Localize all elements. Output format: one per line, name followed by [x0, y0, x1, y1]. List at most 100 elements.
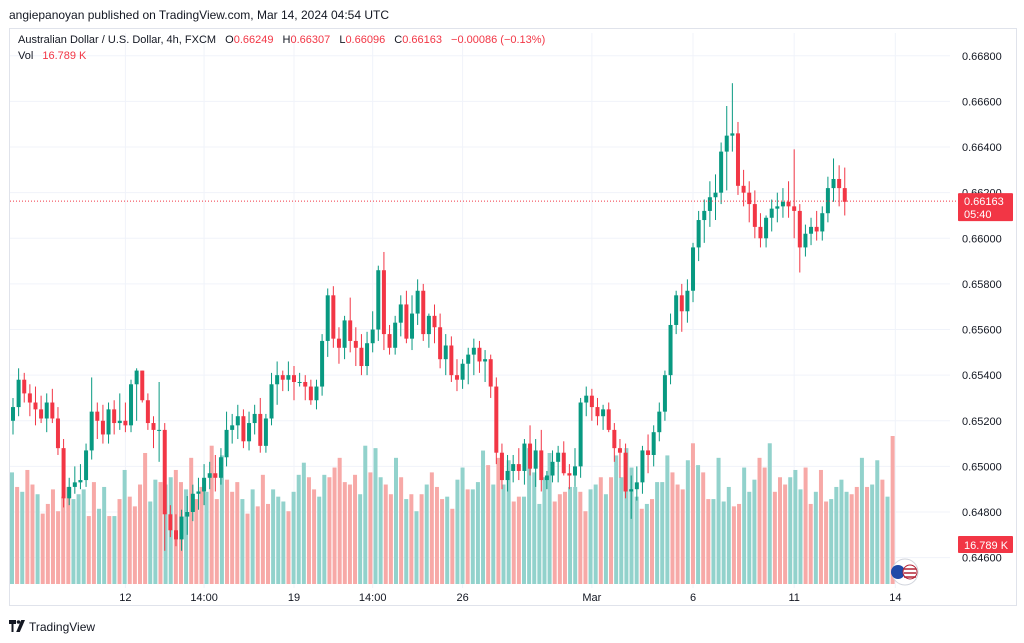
volume-bar: [849, 494, 854, 584]
candle-body: [505, 470, 510, 481]
volume-bar: [491, 484, 496, 584]
candle: [747, 181, 752, 223]
candle-body: [72, 482, 77, 487]
candle: [612, 423, 617, 462]
candle-body: [735, 133, 740, 186]
volume-bar: [634, 496, 639, 584]
volume-bar: [209, 445, 214, 584]
candle: [140, 370, 145, 403]
chart-frame[interactable]: [9, 28, 1017, 606]
candle: [505, 454, 510, 492]
volume-bar: [245, 513, 250, 584]
volume-bar: [583, 511, 588, 584]
volume-bar: [107, 516, 112, 584]
candle: [325, 288, 330, 357]
candle: [696, 210, 701, 262]
candle-body: [623, 452, 628, 492]
candle: [342, 315, 347, 360]
volume-bar: [506, 460, 511, 584]
candle-body: [612, 429, 617, 449]
candle: [809, 217, 814, 246]
candle: [814, 210, 819, 241]
candle: [365, 331, 370, 376]
volume-bar: [15, 486, 20, 584]
volume-value-text: 16.789 K: [964, 540, 1009, 552]
candle: [218, 448, 223, 485]
symbol-legend: Australian Dollar / U.S. Dollar, 4h, FXC…: [18, 34, 545, 46]
candle: [235, 404, 240, 440]
volume-bar: [624, 448, 629, 584]
volume-bar: [219, 455, 224, 584]
candle: [634, 466, 639, 501]
candle-body: [831, 178, 836, 189]
volume-bar: [824, 501, 829, 584]
volume-bar: [880, 479, 885, 584]
volume-bar: [829, 499, 834, 584]
volume-bar: [706, 499, 711, 584]
candle-body: [460, 363, 465, 380]
candle-body: [561, 452, 566, 474]
candle: [112, 400, 117, 435]
volume-bar: [414, 511, 419, 584]
candle: [764, 215, 769, 248]
volume-bar: [757, 457, 762, 584]
volume-bar: [870, 484, 875, 584]
candle: [584, 386, 589, 417]
tradingview-logo-icon[interactable]: [9, 620, 25, 632]
volume-bar: [388, 494, 393, 584]
volume-bar: [532, 472, 537, 584]
volume-bar: [450, 508, 455, 584]
candle-body: [780, 201, 785, 207]
volume-bar: [225, 479, 230, 584]
volume-bar: [10, 472, 14, 584]
volume-bar: [839, 479, 844, 584]
candle-body: [634, 482, 639, 490]
candle: [129, 379, 134, 433]
candle-body: [39, 409, 44, 419]
volume-bar: [603, 494, 608, 584]
candle-body: [387, 334, 392, 348]
candle-body: [348, 320, 353, 341]
candle-body: [61, 448, 66, 499]
candle-body: [297, 381, 302, 383]
volume-bar: [358, 494, 363, 584]
candle: [702, 199, 707, 243]
candle-body: [106, 409, 111, 435]
candle-body: [657, 411, 662, 433]
volume-bar: [747, 491, 752, 584]
volume-bar: [235, 482, 240, 584]
volume-bar: [527, 448, 532, 584]
volume-bar: [813, 491, 818, 584]
candle: [263, 413, 268, 453]
volume-bar: [20, 491, 25, 584]
volume-bar: [885, 496, 890, 584]
volume-bar: [102, 486, 107, 584]
candle: [707, 181, 712, 227]
candle-body: [16, 379, 21, 408]
volume-bar: [568, 486, 573, 584]
candle: [449, 336, 454, 382]
volume-bar: [184, 489, 189, 584]
candle-body: [691, 247, 696, 291]
time-tick-label: 6: [690, 592, 696, 604]
candle-body: [247, 423, 252, 442]
candle-body: [662, 375, 667, 412]
candle: [837, 165, 842, 207]
candle-body: [724, 135, 729, 152]
volume-bar: [148, 501, 153, 584]
volume-bar: [475, 482, 480, 584]
candle-body: [44, 402, 49, 419]
volume-bar: [153, 479, 158, 584]
candle-body: [432, 315, 437, 328]
candle-body: [646, 450, 651, 455]
volume-bar: [286, 511, 291, 584]
candle-body: [741, 185, 746, 193]
volume-bar: [50, 489, 55, 584]
candle-body: [443, 345, 448, 360]
volume-bar: [726, 486, 731, 584]
currency-flag-icon[interactable]: [891, 558, 919, 586]
candle: [724, 105, 729, 191]
candle: [589, 388, 594, 421]
candle-body: [438, 327, 443, 360]
